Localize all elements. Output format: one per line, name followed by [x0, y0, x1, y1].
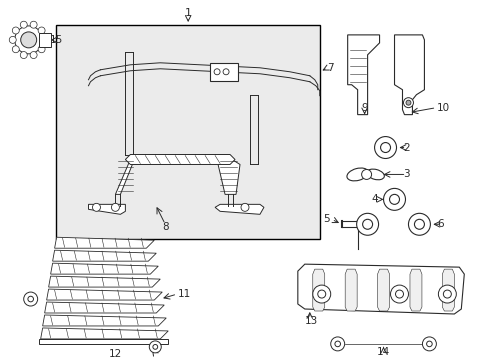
Bar: [39, 33, 51, 47]
Text: 6: 6: [437, 219, 444, 229]
Text: 13: 13: [304, 316, 317, 326]
Polygon shape: [345, 269, 356, 311]
Circle shape: [15, 26, 42, 54]
Polygon shape: [215, 204, 264, 214]
Bar: [39, 339, 168, 344]
Circle shape: [20, 51, 27, 59]
Polygon shape: [51, 263, 158, 274]
Polygon shape: [53, 250, 156, 261]
Circle shape: [12, 27, 19, 34]
Circle shape: [241, 203, 248, 211]
Circle shape: [9, 36, 16, 43]
Polygon shape: [42, 315, 166, 326]
Text: 7: 7: [326, 63, 333, 73]
Polygon shape: [442, 269, 453, 311]
Text: 8: 8: [162, 222, 168, 232]
Circle shape: [214, 69, 220, 75]
Ellipse shape: [366, 169, 384, 180]
Circle shape: [414, 219, 424, 229]
Circle shape: [38, 46, 45, 53]
Circle shape: [403, 98, 413, 108]
Circle shape: [30, 21, 37, 28]
Circle shape: [407, 213, 429, 235]
Polygon shape: [125, 154, 235, 165]
Circle shape: [374, 136, 396, 158]
Polygon shape: [41, 328, 168, 339]
Text: 11: 11: [178, 289, 191, 299]
Bar: [56, 25, 319, 239]
Circle shape: [23, 292, 38, 306]
Circle shape: [153, 345, 157, 349]
Text: 1: 1: [184, 8, 191, 18]
Circle shape: [30, 51, 37, 59]
Circle shape: [223, 69, 228, 75]
Circle shape: [28, 296, 33, 302]
Polygon shape: [312, 269, 324, 311]
Text: 3: 3: [402, 170, 408, 179]
Circle shape: [92, 203, 100, 211]
Circle shape: [41, 36, 48, 43]
Polygon shape: [115, 159, 138, 194]
Text: 12: 12: [108, 349, 122, 359]
Text: 15: 15: [49, 35, 62, 45]
Circle shape: [405, 100, 410, 105]
Bar: [210, 63, 238, 81]
Polygon shape: [218, 159, 240, 194]
Circle shape: [149, 341, 161, 353]
Polygon shape: [48, 276, 160, 287]
Circle shape: [422, 337, 435, 351]
Polygon shape: [347, 35, 379, 114]
Text: 2: 2: [402, 143, 408, 153]
Circle shape: [361, 170, 371, 179]
Polygon shape: [88, 204, 125, 214]
Circle shape: [390, 285, 407, 303]
Circle shape: [20, 21, 27, 28]
Circle shape: [426, 341, 431, 347]
Circle shape: [383, 188, 405, 210]
Polygon shape: [46, 289, 162, 300]
Circle shape: [20, 32, 37, 48]
Circle shape: [330, 337, 344, 351]
Text: 14: 14: [376, 347, 389, 357]
Circle shape: [38, 27, 45, 34]
Circle shape: [317, 290, 325, 298]
Circle shape: [356, 213, 378, 235]
Text: 5: 5: [323, 214, 329, 224]
Polygon shape: [377, 269, 389, 311]
Text: 9: 9: [361, 103, 367, 113]
Circle shape: [380, 143, 390, 153]
Polygon shape: [55, 237, 154, 248]
Circle shape: [395, 290, 403, 298]
Polygon shape: [297, 264, 463, 314]
Circle shape: [12, 46, 19, 53]
Circle shape: [111, 203, 119, 211]
Ellipse shape: [346, 168, 367, 181]
Circle shape: [437, 285, 455, 303]
Polygon shape: [409, 269, 421, 311]
Text: 10: 10: [435, 103, 448, 113]
Circle shape: [443, 290, 450, 298]
Circle shape: [334, 341, 340, 347]
Polygon shape: [394, 35, 424, 114]
Circle shape: [389, 194, 399, 204]
Text: 4: 4: [370, 194, 377, 204]
Circle shape: [312, 285, 330, 303]
Polygon shape: [44, 302, 164, 313]
Circle shape: [362, 219, 372, 229]
